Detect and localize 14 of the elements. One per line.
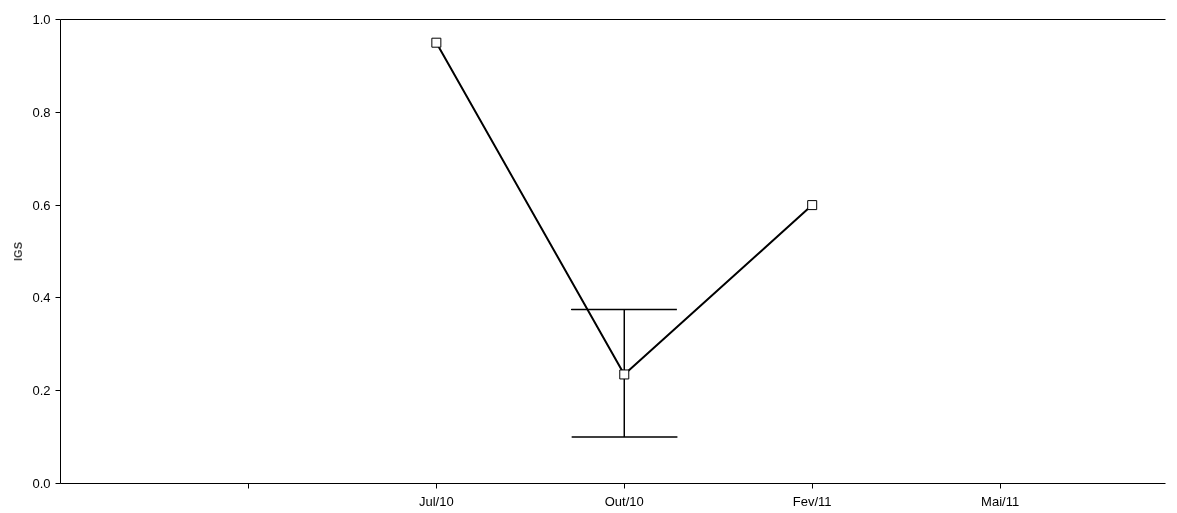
y-tick-label: 0.4: [32, 290, 51, 306]
y-tick-label: 1.0: [32, 12, 51, 27]
y-axis-title: IGS: [12, 242, 25, 261]
x-tick-label: Mai/11: [981, 493, 1020, 509]
point: [619, 369, 630, 380]
y-tick-label: 0.2: [32, 383, 51, 399]
point: [807, 200, 818, 211]
x-tick-label: Jul/10: [419, 493, 454, 509]
y-tick-label: 0.0: [32, 476, 51, 491]
point: [431, 37, 442, 48]
x-tick-label: Out/10: [604, 493, 644, 509]
x-tick-label: Fev/11: [792, 493, 832, 509]
y-tick-label: 0.6: [32, 197, 51, 213]
y-tick-label: 0.8: [32, 104, 51, 120]
